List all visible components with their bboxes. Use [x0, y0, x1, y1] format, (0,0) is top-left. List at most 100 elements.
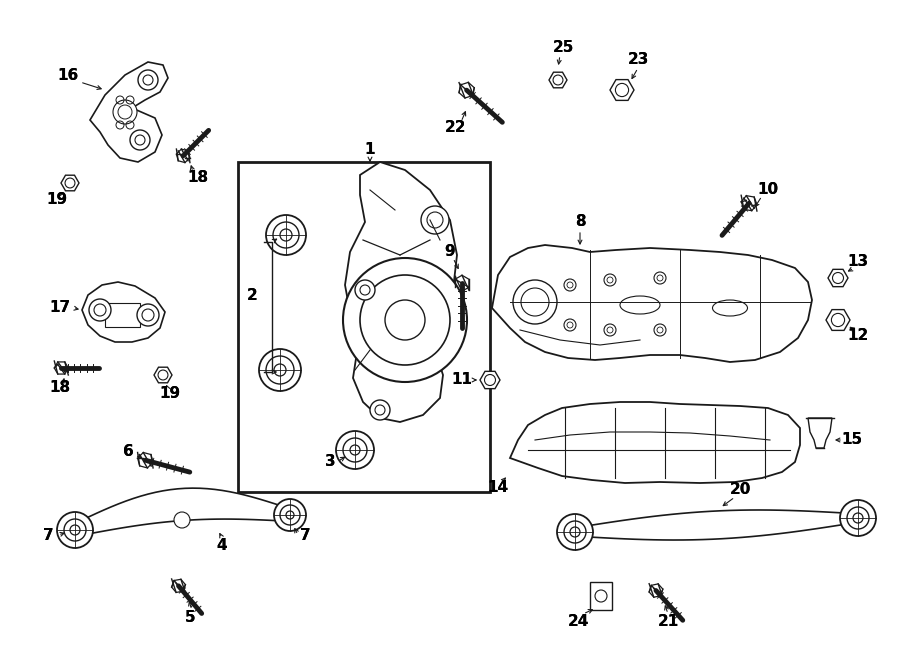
Circle shape — [64, 519, 86, 541]
Circle shape — [616, 83, 628, 97]
Circle shape — [142, 309, 154, 321]
Polygon shape — [105, 303, 140, 327]
Polygon shape — [510, 402, 800, 483]
Text: 23: 23 — [627, 52, 649, 67]
Circle shape — [595, 590, 607, 602]
Circle shape — [336, 431, 374, 469]
Polygon shape — [828, 269, 848, 287]
Circle shape — [113, 100, 137, 124]
Text: 3: 3 — [325, 455, 336, 469]
Text: 4: 4 — [217, 537, 228, 553]
Circle shape — [421, 206, 449, 234]
Circle shape — [657, 327, 663, 333]
Circle shape — [607, 327, 613, 333]
Text: 1: 1 — [364, 143, 375, 157]
Text: 18: 18 — [187, 171, 209, 186]
Circle shape — [266, 215, 306, 255]
Circle shape — [654, 324, 666, 336]
Polygon shape — [54, 362, 68, 374]
Circle shape — [564, 319, 576, 331]
Polygon shape — [649, 584, 662, 597]
Polygon shape — [575, 510, 859, 540]
Text: 2: 2 — [247, 288, 257, 303]
Text: 24: 24 — [567, 615, 589, 629]
Text: 20: 20 — [729, 483, 751, 498]
Polygon shape — [480, 371, 500, 389]
Text: 9: 9 — [445, 245, 455, 260]
Circle shape — [385, 300, 425, 340]
Circle shape — [567, 322, 573, 328]
Polygon shape — [345, 162, 457, 422]
Circle shape — [65, 178, 75, 188]
Text: 18: 18 — [50, 381, 70, 395]
Text: 24: 24 — [567, 615, 589, 629]
Ellipse shape — [620, 296, 660, 314]
Circle shape — [564, 521, 586, 543]
Circle shape — [266, 356, 294, 384]
Circle shape — [604, 324, 616, 336]
Text: 17: 17 — [50, 301, 70, 315]
Circle shape — [553, 75, 563, 85]
Text: 23: 23 — [627, 52, 649, 67]
Circle shape — [343, 438, 367, 462]
Text: 5: 5 — [184, 611, 195, 625]
Polygon shape — [549, 72, 567, 88]
Polygon shape — [610, 79, 634, 100]
Circle shape — [89, 299, 111, 321]
Polygon shape — [742, 196, 757, 211]
Text: 7: 7 — [42, 527, 53, 543]
Circle shape — [274, 364, 286, 376]
Text: 18: 18 — [187, 171, 209, 186]
Text: 15: 15 — [842, 432, 862, 447]
Circle shape — [286, 511, 294, 519]
Polygon shape — [172, 579, 185, 592]
Circle shape — [375, 405, 385, 415]
Polygon shape — [176, 149, 190, 163]
Circle shape — [570, 527, 580, 537]
Text: 14: 14 — [488, 481, 508, 496]
Text: 14: 14 — [488, 481, 508, 496]
Text: 19: 19 — [47, 192, 68, 208]
Text: 7: 7 — [300, 527, 310, 543]
Text: 10: 10 — [758, 182, 778, 198]
Circle shape — [130, 130, 150, 150]
Circle shape — [567, 282, 573, 288]
Text: 2: 2 — [247, 288, 257, 303]
Circle shape — [137, 304, 159, 326]
Circle shape — [118, 105, 132, 119]
Ellipse shape — [713, 300, 748, 316]
Circle shape — [143, 75, 153, 85]
Text: 19: 19 — [159, 387, 181, 401]
Circle shape — [273, 222, 299, 248]
Polygon shape — [154, 368, 172, 383]
Circle shape — [57, 512, 93, 548]
Circle shape — [564, 279, 576, 291]
Text: 1: 1 — [364, 143, 375, 157]
Text: 16: 16 — [58, 67, 78, 83]
Text: 12: 12 — [848, 327, 868, 342]
Text: 25: 25 — [553, 40, 573, 56]
Bar — [238, 162, 490, 492]
Text: 11: 11 — [452, 373, 472, 387]
Circle shape — [280, 505, 300, 525]
Text: 15: 15 — [842, 432, 862, 447]
Text: 20: 20 — [729, 483, 751, 498]
Text: 22: 22 — [445, 120, 466, 136]
Circle shape — [427, 212, 443, 228]
Polygon shape — [75, 488, 291, 536]
Circle shape — [604, 274, 616, 286]
Circle shape — [521, 288, 549, 316]
Text: 5: 5 — [184, 611, 195, 625]
Text: 9: 9 — [445, 245, 455, 260]
Circle shape — [174, 512, 190, 528]
Circle shape — [657, 275, 663, 281]
Polygon shape — [455, 275, 469, 292]
Polygon shape — [492, 245, 812, 362]
Text: 4: 4 — [217, 537, 228, 553]
Polygon shape — [61, 175, 79, 191]
Text: 21: 21 — [657, 615, 679, 629]
Circle shape — [370, 400, 390, 420]
Circle shape — [280, 229, 292, 241]
Bar — [590, 582, 612, 610]
Circle shape — [360, 275, 450, 365]
